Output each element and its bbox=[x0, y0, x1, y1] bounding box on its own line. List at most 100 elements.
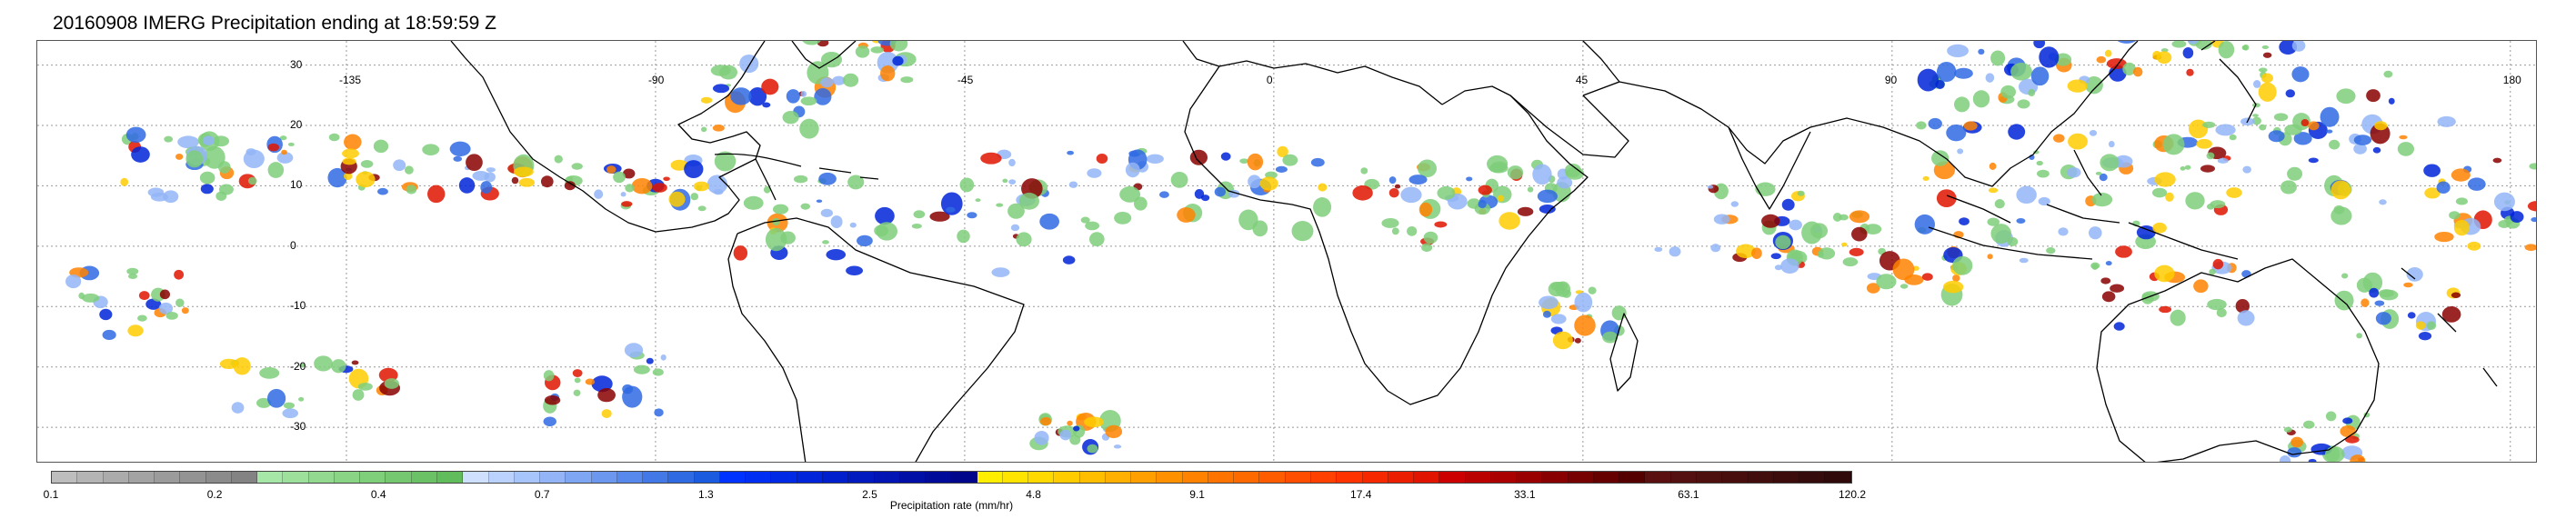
precipitation-cell bbox=[1548, 281, 1565, 297]
precipitation-cell bbox=[1602, 331, 1619, 344]
precipitation-cell bbox=[793, 175, 808, 184]
precipitation-cell bbox=[1067, 420, 1073, 426]
colorbar-segment bbox=[1182, 472, 1208, 483]
precipitation-cell bbox=[1400, 186, 1422, 204]
precipitation-cell bbox=[2229, 134, 2237, 141]
precipitation-cell bbox=[2101, 291, 2116, 303]
precipitation-cell bbox=[2156, 51, 2172, 65]
precipitation-cell bbox=[2336, 88, 2356, 105]
precipitation-cell bbox=[1789, 219, 1802, 231]
precipitation-cell bbox=[2353, 135, 2372, 145]
colorbar-segment bbox=[257, 472, 284, 483]
precipitation-cell bbox=[817, 41, 829, 47]
precipitation-cell bbox=[427, 185, 446, 204]
precipitation-cell bbox=[2095, 171, 2102, 175]
precipitation-cell bbox=[2320, 106, 2340, 127]
precipitation-cell bbox=[1537, 189, 1558, 204]
precipitation-cell bbox=[712, 84, 730, 94]
precipitation-cell bbox=[2100, 277, 2111, 284]
precipitation-cell bbox=[543, 416, 556, 427]
precipitation-cell bbox=[2372, 146, 2381, 154]
precipitation-cell bbox=[1780, 258, 1799, 274]
precipitation-cell bbox=[287, 142, 295, 146]
precipitation-cell bbox=[2185, 192, 2205, 210]
colorbar-segment bbox=[1697, 472, 1723, 483]
precipitation-cell bbox=[2209, 268, 2216, 275]
precipitation-cell bbox=[911, 223, 922, 229]
precipitation-cell bbox=[177, 135, 199, 149]
precipitation-cell bbox=[2423, 164, 2441, 177]
precipitation-cell bbox=[2217, 157, 2229, 164]
colorbar-segment bbox=[1773, 472, 1800, 483]
precipitation-cell bbox=[2039, 46, 2060, 68]
precipitation-cell bbox=[78, 292, 85, 300]
colorbar-segment bbox=[1722, 472, 1749, 483]
precipitation-cell bbox=[1084, 416, 1104, 428]
precipitation-cell bbox=[959, 177, 975, 193]
precipitation-cell bbox=[1016, 232, 1032, 247]
colorbar-tick: 9.1 bbox=[1189, 488, 1205, 501]
precipitation-cell bbox=[2180, 166, 2186, 171]
precipitation-cell bbox=[466, 154, 483, 172]
precipitation-cell bbox=[158, 302, 174, 314]
precipitation-cell bbox=[2283, 426, 2292, 433]
colorbar-label: Precipitation rate (mm/hr) bbox=[889, 499, 1014, 512]
precipitation-cell bbox=[1574, 292, 1593, 313]
precipitation-cell bbox=[2237, 310, 2255, 326]
precipitation-cell bbox=[690, 193, 699, 201]
colorbar-segment bbox=[1337, 472, 1363, 483]
precipitation-cell bbox=[601, 409, 612, 418]
precipitation-cell bbox=[631, 178, 653, 195]
precipitation-cell bbox=[125, 126, 146, 144]
precipitation-cell bbox=[1899, 284, 1909, 289]
colorbar-segment bbox=[205, 472, 232, 483]
precipitation-cell bbox=[1550, 314, 1567, 324]
precipitation-cell bbox=[360, 160, 374, 168]
coastline-asia bbox=[1582, 41, 2139, 187]
precipitation-cell bbox=[572, 369, 583, 377]
precipitation-cell bbox=[1434, 221, 1448, 228]
latitude-label: 0 bbox=[289, 238, 296, 252]
colorbar-segment bbox=[1311, 472, 1338, 483]
precipitation-cell bbox=[1892, 258, 1915, 281]
latitude-label: 20 bbox=[289, 118, 303, 131]
precipitation-cell bbox=[2016, 217, 2026, 224]
precipitation-cell bbox=[1876, 274, 1897, 290]
precipitation-cell bbox=[1008, 179, 1017, 185]
precipitation-cell bbox=[2467, 177, 2486, 191]
precipitation-cell bbox=[212, 135, 230, 147]
precipitation-cell bbox=[2200, 165, 2216, 173]
precipitation-cell bbox=[453, 155, 463, 162]
colorbar-segment bbox=[616, 472, 644, 483]
precipitation-cell bbox=[1963, 121, 1978, 131]
precipitation-cell bbox=[1736, 244, 1756, 259]
precipitation-cell bbox=[946, 206, 956, 213]
graticule bbox=[37, 41, 2536, 462]
colorbar-segment bbox=[1414, 472, 1440, 483]
precipitation-cell bbox=[1062, 255, 1076, 264]
precipitation-cell bbox=[1817, 251, 1824, 258]
colorbar-tick: 17.4 bbox=[1350, 488, 1372, 501]
precipitation-cell bbox=[2285, 89, 2296, 98]
precipitation-cell bbox=[2088, 226, 2102, 240]
precipitation-cell bbox=[82, 293, 100, 303]
map-title: 20160908 IMERG Precipitation ending at 1… bbox=[53, 13, 496, 34]
precipitation-cell bbox=[892, 55, 904, 66]
precipitation-cell bbox=[2171, 41, 2187, 48]
colorbar-tick: 63.1 bbox=[1678, 488, 1699, 501]
precipitation-cell bbox=[2114, 155, 2133, 168]
precipitation-cell bbox=[2279, 454, 2291, 462]
precipitation-cell bbox=[181, 307, 189, 314]
colorbar-segment bbox=[668, 472, 695, 483]
precipitation-cell bbox=[1849, 210, 1870, 224]
precipitation-cell bbox=[266, 388, 286, 408]
precipitation-cell bbox=[65, 274, 82, 289]
precipitation-cell bbox=[2325, 411, 2337, 422]
precipitation-cell bbox=[102, 329, 116, 341]
precipitation-cell bbox=[1972, 90, 1990, 108]
precipitation-cell bbox=[1010, 224, 1020, 232]
precipitation-cell bbox=[185, 150, 204, 168]
precipitation-cell bbox=[2115, 245, 2132, 258]
precipitation-cell bbox=[458, 177, 476, 194]
precipitation-cell bbox=[730, 87, 752, 105]
